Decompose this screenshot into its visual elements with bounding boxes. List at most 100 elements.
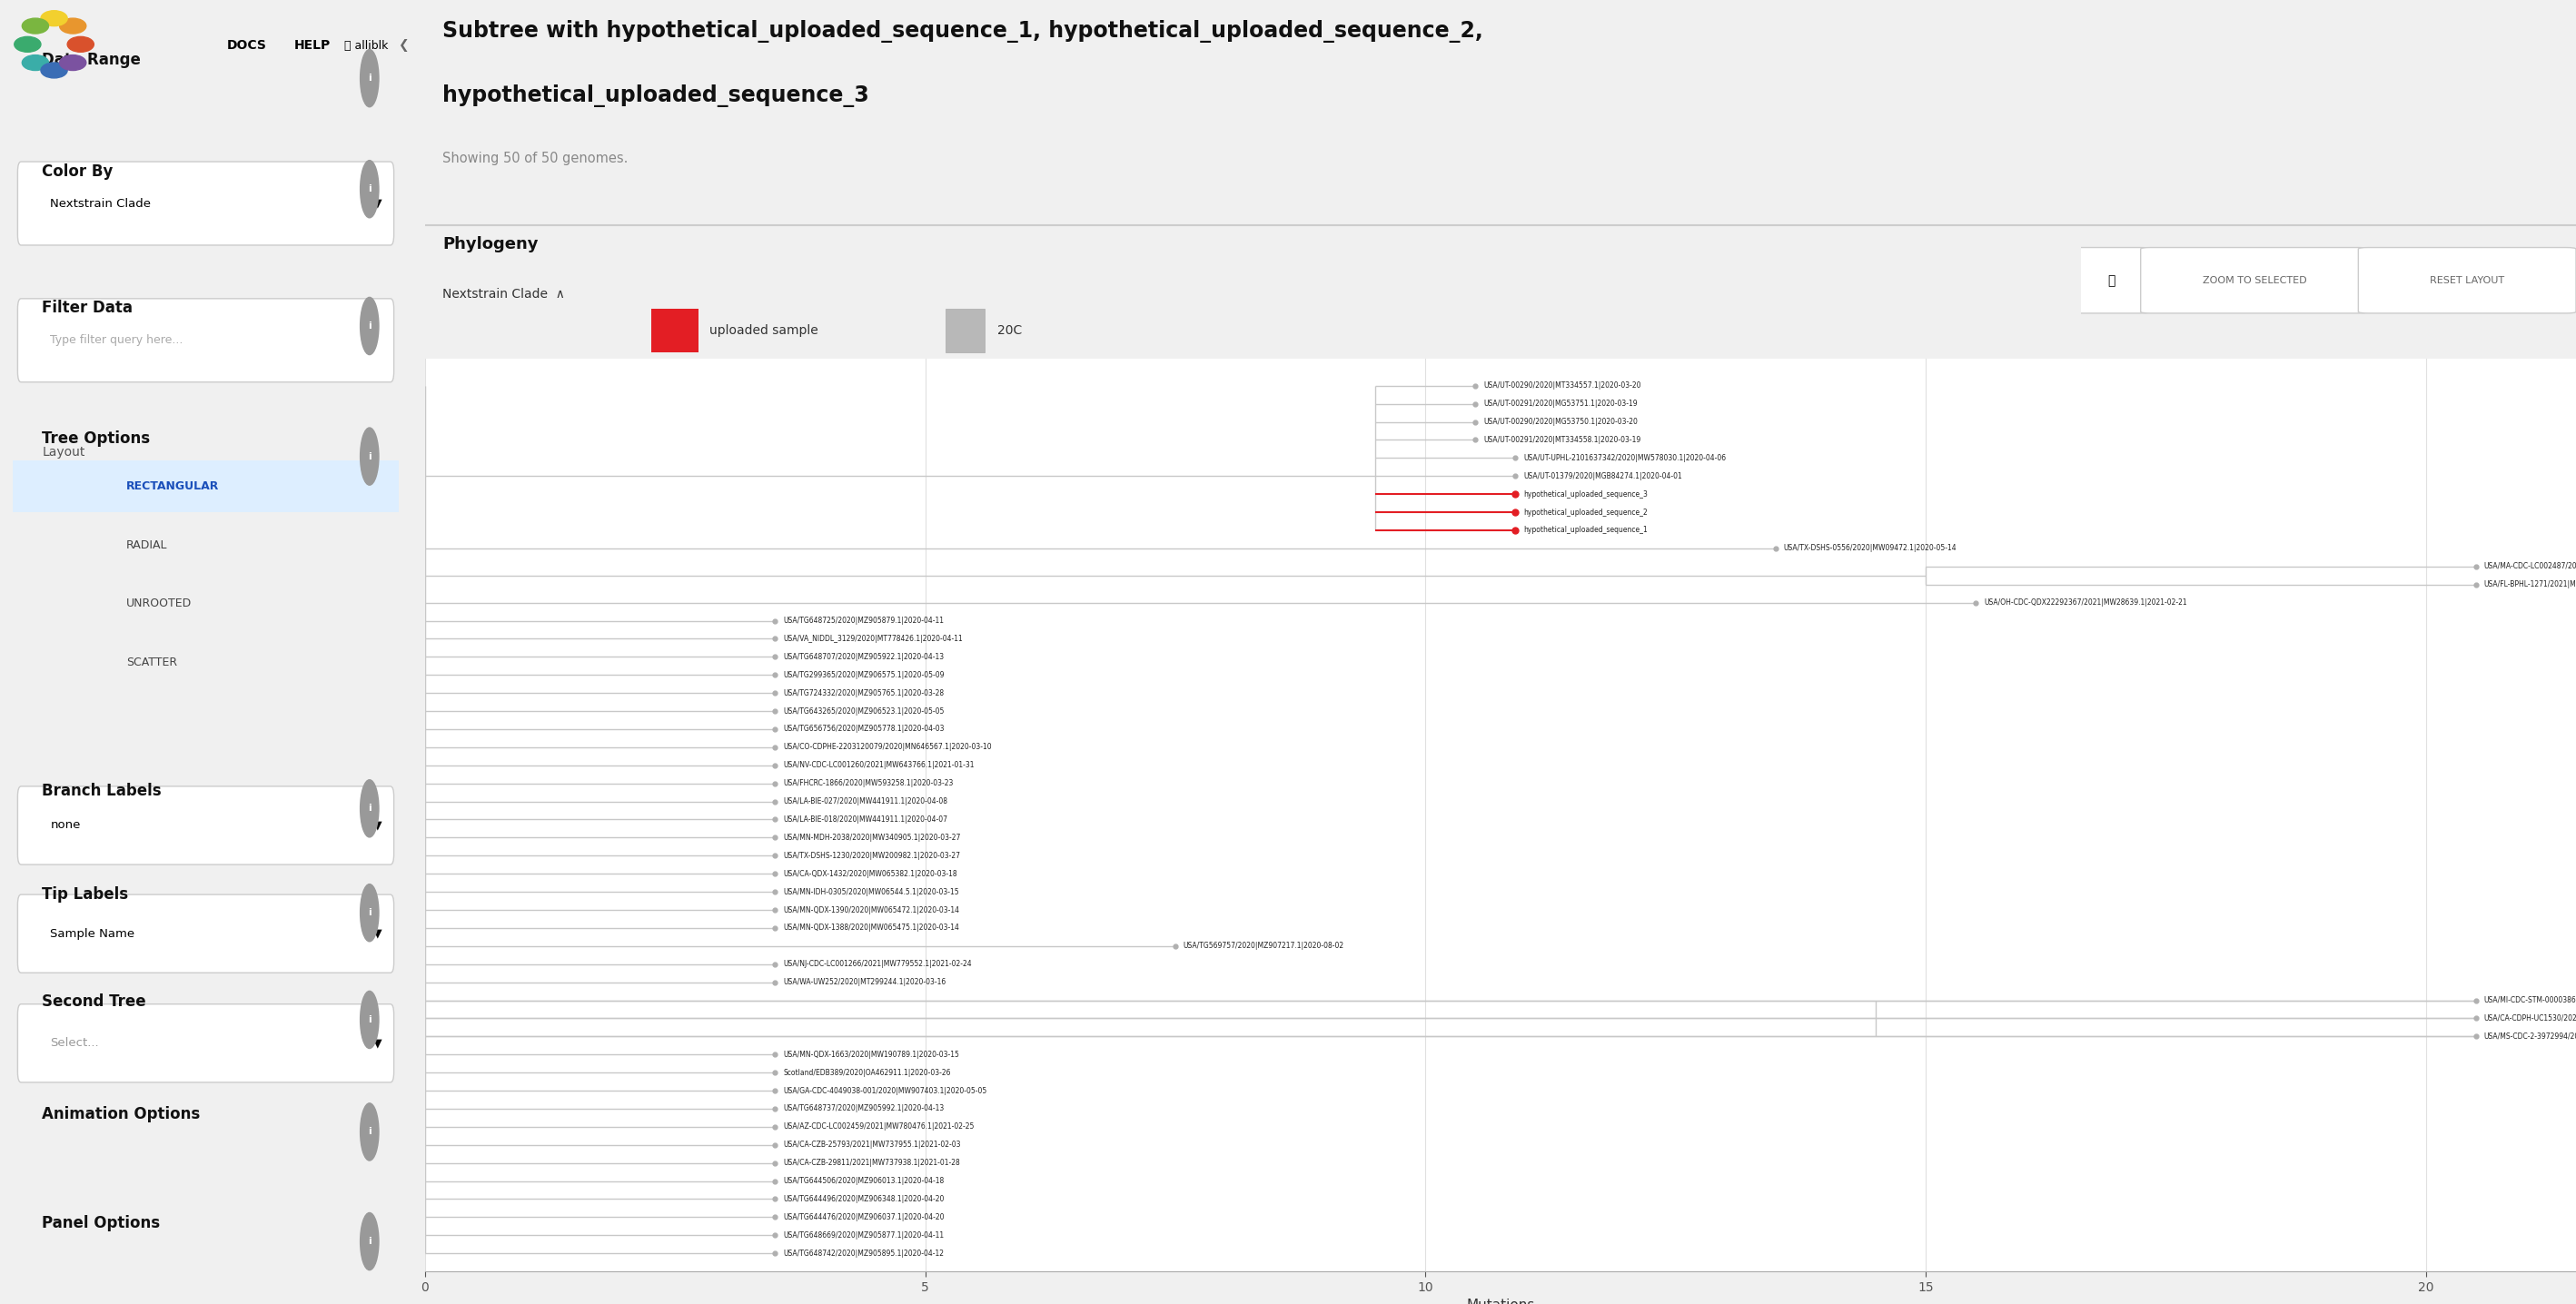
Bar bbox=[652, 309, 698, 352]
Text: USA/MA-CDC-LC002487/2021|MW812601.1|2021-02-01: USA/MA-CDC-LC002487/2021|MW812601.1|2021… bbox=[2483, 562, 2576, 571]
Circle shape bbox=[361, 780, 379, 837]
Text: i: i bbox=[368, 805, 371, 812]
Text: Branch Labels: Branch Labels bbox=[41, 782, 162, 799]
Ellipse shape bbox=[15, 37, 41, 52]
Text: USA/TG644496/2020|MZ906348.1|2020-04-20: USA/TG644496/2020|MZ906348.1|2020-04-20 bbox=[783, 1194, 945, 1204]
Circle shape bbox=[361, 297, 379, 355]
Text: RADIAL: RADIAL bbox=[126, 539, 167, 552]
Circle shape bbox=[361, 991, 379, 1048]
Text: USA/UT-00290/2020|MG53750.1|2020-03-20: USA/UT-00290/2020|MG53750.1|2020-03-20 bbox=[1484, 417, 1638, 426]
Bar bbox=[13, 460, 399, 512]
Circle shape bbox=[361, 160, 379, 218]
Text: USA/TG648725/2020|MZ905879.1|2020-04-11: USA/TG648725/2020|MZ905879.1|2020-04-11 bbox=[783, 617, 943, 625]
Text: SCATTER: SCATTER bbox=[126, 656, 178, 669]
FancyBboxPatch shape bbox=[18, 895, 394, 973]
Text: ❮: ❮ bbox=[397, 39, 410, 52]
Text: USA/MS-CDC-2-3972994/2021|MW983173.1|2021-02-06: USA/MS-CDC-2-3972994/2021|MW983173.1|202… bbox=[2483, 1033, 2576, 1041]
Text: USA/CA-CZB-25793/2021|MW737955.1|2021-02-03: USA/CA-CZB-25793/2021|MW737955.1|2021-02… bbox=[783, 1141, 961, 1149]
Text: USA/FL-BPHL-1271/2021|MW735525.1|2021-01-29: USA/FL-BPHL-1271/2021|MW735525.1|2021-01… bbox=[2483, 580, 2576, 588]
Text: Nextstrain Clade  ∧: Nextstrain Clade ∧ bbox=[443, 288, 564, 301]
Text: HELP: HELP bbox=[294, 39, 330, 52]
Text: USA/LA-BIE-027/2020|MW441911.1|2020-04-08: USA/LA-BIE-027/2020|MW441911.1|2020-04-0… bbox=[783, 797, 948, 806]
Text: 🔍: 🔍 bbox=[2107, 274, 2115, 287]
Circle shape bbox=[361, 50, 379, 107]
FancyBboxPatch shape bbox=[18, 1004, 394, 1082]
Text: hypothetical_uploaded_sequence_3: hypothetical_uploaded_sequence_3 bbox=[1522, 490, 1649, 498]
Ellipse shape bbox=[59, 55, 85, 70]
Text: USA/AZ-CDC-LC002459/2021|MW780476.1|2021-02-25: USA/AZ-CDC-LC002459/2021|MW780476.1|2021… bbox=[783, 1123, 974, 1131]
Text: USA/TG648707/2020|MZ905922.1|2020-04-13: USA/TG648707/2020|MZ905922.1|2020-04-13 bbox=[783, 653, 943, 661]
Text: USA/CA-QDX-1432/2020|MW065382.1|2020-03-18: USA/CA-QDX-1432/2020|MW065382.1|2020-03-… bbox=[783, 870, 958, 878]
Ellipse shape bbox=[41, 10, 67, 26]
Text: USA/MN-MDH-2038/2020|MW340905.1|2020-03-27: USA/MN-MDH-2038/2020|MW340905.1|2020-03-… bbox=[783, 833, 961, 841]
Text: USA/TG648737/2020|MZ905992.1|2020-04-13: USA/TG648737/2020|MZ905992.1|2020-04-13 bbox=[783, 1104, 945, 1112]
Text: USA/CA-CZB-29811/2021|MW737938.1|2021-01-28: USA/CA-CZB-29811/2021|MW737938.1|2021-01… bbox=[783, 1159, 961, 1167]
Text: 20C: 20C bbox=[997, 325, 1023, 336]
Text: USA/TG644506/2020|MZ906013.1|2020-04-18: USA/TG644506/2020|MZ906013.1|2020-04-18 bbox=[783, 1178, 945, 1185]
Text: RESET LAYOUT: RESET LAYOUT bbox=[2429, 276, 2504, 284]
Text: USA/CA-CDPH-UC1530/2020|MW772895.1|2020-03-15: USA/CA-CDPH-UC1530/2020|MW772895.1|2020-… bbox=[2483, 1015, 2576, 1022]
Text: Scotland/EDB389/2020|OA462911.1|2020-03-26: Scotland/EDB389/2020|OA462911.1|2020-03-… bbox=[783, 1068, 951, 1077]
Text: Animation Options: Animation Options bbox=[41, 1106, 201, 1123]
Text: USA/TX-DSHS-1230/2020|MW200982.1|2020-03-27: USA/TX-DSHS-1230/2020|MW200982.1|2020-03… bbox=[783, 852, 961, 859]
Ellipse shape bbox=[23, 55, 49, 70]
Text: USA/FHCRC-1866/2020|MW593258.1|2020-03-23: USA/FHCRC-1866/2020|MW593258.1|2020-03-2… bbox=[783, 780, 953, 788]
Text: Panel Options: Panel Options bbox=[41, 1215, 160, 1232]
Text: USA/NJ-CDC-LC001266/2021|MW779552.1|2021-02-24: USA/NJ-CDC-LC001266/2021|MW779552.1|2021… bbox=[783, 960, 971, 968]
Text: i: i bbox=[368, 185, 371, 193]
Text: USA/MN-IDH-0305/2020|MW06544.5.1|2020-03-15: USA/MN-IDH-0305/2020|MW06544.5.1|2020-03… bbox=[783, 888, 958, 896]
Ellipse shape bbox=[67, 37, 93, 52]
Text: Select...: Select... bbox=[52, 1037, 98, 1050]
Text: USA/UT-00291/2020|MG53751.1|2020-03-19: USA/UT-00291/2020|MG53751.1|2020-03-19 bbox=[1484, 400, 1638, 408]
Text: USA/TG724332/2020|MZ905765.1|2020-03-28: USA/TG724332/2020|MZ905765.1|2020-03-28 bbox=[783, 689, 943, 698]
FancyBboxPatch shape bbox=[2071, 248, 2151, 313]
Text: USA/UT-00291/2020|MT334558.1|2020-03-19: USA/UT-00291/2020|MT334558.1|2020-03-19 bbox=[1484, 436, 1641, 445]
Text: Layout: Layout bbox=[41, 446, 85, 459]
Bar bbox=[945, 309, 984, 352]
Text: hypothetical_uploaded_sequence_1: hypothetical_uploaded_sequence_1 bbox=[1522, 527, 1649, 535]
Text: DOCS: DOCS bbox=[227, 39, 265, 52]
Text: Second Tree: Second Tree bbox=[41, 994, 147, 1011]
Text: Date Range: Date Range bbox=[41, 52, 142, 69]
Text: Type filter query here...: Type filter query here... bbox=[52, 334, 183, 347]
Text: Sample Name: Sample Name bbox=[52, 927, 134, 940]
Text: USA/NV-CDC-LC001260/2021|MW643766.1|2021-01-31: USA/NV-CDC-LC001260/2021|MW643766.1|2021… bbox=[783, 762, 974, 769]
Text: USA/TG648669/2020|MZ905877.1|2020-04-11: USA/TG648669/2020|MZ905877.1|2020-04-11 bbox=[783, 1231, 943, 1239]
Text: i: i bbox=[368, 1237, 371, 1245]
Text: ZOOM TO SELECTED: ZOOM TO SELECTED bbox=[2202, 276, 2306, 284]
Ellipse shape bbox=[23, 18, 49, 34]
Text: hypothetical_uploaded_sequence_2: hypothetical_uploaded_sequence_2 bbox=[1522, 509, 1649, 516]
Text: i: i bbox=[368, 74, 371, 82]
Circle shape bbox=[361, 428, 379, 485]
Text: none: none bbox=[52, 819, 80, 832]
Text: Color By: Color By bbox=[41, 163, 113, 180]
X-axis label: Mutations: Mutations bbox=[1466, 1299, 1535, 1304]
Text: UNROOTED: UNROOTED bbox=[126, 597, 191, 610]
Text: USA/TG299365/2020|MZ906575.1|2020-05-09: USA/TG299365/2020|MZ906575.1|2020-05-09 bbox=[783, 670, 945, 679]
Text: Tip Labels: Tip Labels bbox=[41, 887, 129, 904]
Ellipse shape bbox=[59, 18, 85, 34]
Text: USA/CO-CDPHE-2203120079/2020|MN646567.1|2020-03-10: USA/CO-CDPHE-2203120079/2020|MN646567.1|… bbox=[783, 743, 992, 751]
Text: USA/TG656756/2020|MZ905778.1|2020-04-03: USA/TG656756/2020|MZ905778.1|2020-04-03 bbox=[783, 725, 945, 733]
Text: USA/UT-00290/2020|MT334557.1|2020-03-20: USA/UT-00290/2020|MT334557.1|2020-03-20 bbox=[1484, 382, 1641, 390]
Text: USA/LA-BIE-018/2020|MW441911.1|2020-04-07: USA/LA-BIE-018/2020|MW441911.1|2020-04-0… bbox=[783, 815, 948, 824]
Text: ▼: ▼ bbox=[374, 197, 381, 210]
Text: uploaded sample: uploaded sample bbox=[708, 325, 817, 336]
Text: Filter Data: Filter Data bbox=[41, 300, 134, 317]
Circle shape bbox=[361, 1103, 379, 1161]
FancyBboxPatch shape bbox=[18, 786, 394, 865]
Text: hypothetical_uploaded_sequence_3: hypothetical_uploaded_sequence_3 bbox=[443, 85, 868, 108]
Text: Showing 50 of 50 genomes.: Showing 50 of 50 genomes. bbox=[443, 151, 629, 166]
Text: USA/MN-QDX-1663/2020|MW190789.1|2020-03-15: USA/MN-QDX-1663/2020|MW190789.1|2020-03-… bbox=[783, 1051, 958, 1059]
Text: USA/TG643265/2020|MZ906523.1|2020-05-05: USA/TG643265/2020|MZ906523.1|2020-05-05 bbox=[783, 707, 945, 715]
Circle shape bbox=[361, 1213, 379, 1270]
Text: USA/MI-CDC-STM-000038604/2021|MW904266.1|2021-03-16: USA/MI-CDC-STM-000038604/2021|MW904266.1… bbox=[2483, 996, 2576, 1004]
Text: ▼: ▼ bbox=[374, 819, 381, 832]
Text: USA/TG648742/2020|MZ905895.1|2020-04-12: USA/TG648742/2020|MZ905895.1|2020-04-12 bbox=[783, 1249, 943, 1257]
Text: USA/OH-CDC-QDX22292367/2021|MW28639.1|2021-02-21: USA/OH-CDC-QDX22292367/2021|MW28639.1|20… bbox=[1984, 599, 2187, 606]
Text: RECTANGULAR: RECTANGULAR bbox=[126, 480, 219, 493]
FancyBboxPatch shape bbox=[2141, 248, 2367, 313]
Text: ▼: ▼ bbox=[374, 1037, 381, 1050]
Text: i: i bbox=[368, 452, 371, 460]
Circle shape bbox=[361, 884, 379, 941]
